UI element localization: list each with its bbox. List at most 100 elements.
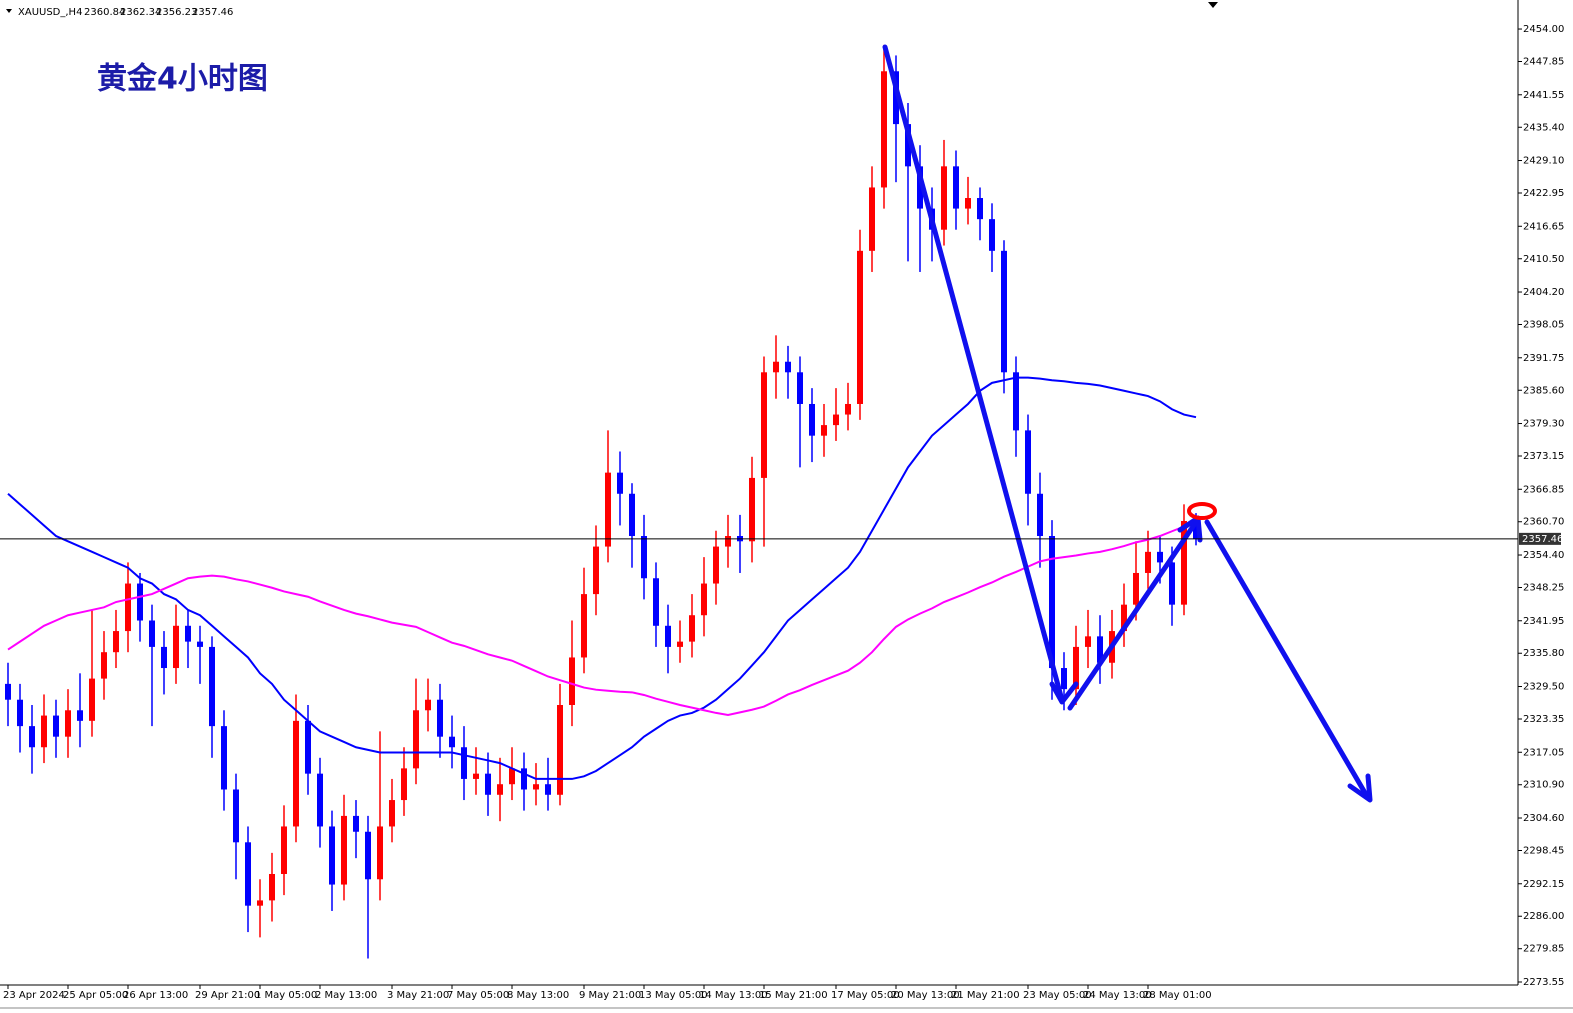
candle-body: [509, 768, 515, 785]
candle-body: [353, 815, 359, 832]
header-low: 2356.23: [156, 7, 197, 18]
candle-body: [989, 219, 995, 251]
candle-body: [17, 699, 23, 727]
candle-body: [461, 747, 467, 779]
x-tick-label: 7 May 05:00: [447, 990, 509, 1001]
candle-body: [593, 546, 599, 595]
x-tick-label: 8 May 13:00: [507, 990, 569, 1001]
candle-body: [233, 789, 239, 843]
candle-body: [341, 815, 347, 885]
y-tick-label: 2447.85: [1523, 57, 1564, 68]
y-tick-label: 2360.70: [1523, 517, 1564, 528]
candle-body: [1097, 636, 1103, 663]
candle-body: [701, 583, 707, 616]
candle-body: [617, 472, 623, 494]
candle-body: [857, 250, 863, 404]
y-tick-label: 2435.40: [1523, 122, 1564, 133]
y-tick-label: 2292.15: [1523, 879, 1564, 890]
candle-body: [1037, 493, 1043, 537]
candle-body: [809, 403, 815, 436]
y-tick-label: 2422.95: [1523, 188, 1564, 199]
candle-body: [89, 678, 95, 721]
candle-body: [977, 198, 983, 220]
arrowhead-1: [1049, 681, 1079, 705]
candle-body: [965, 198, 971, 209]
current-price-label: 2357.46: [1522, 534, 1563, 545]
candle-body: [905, 124, 911, 167]
x-tick-label: 15 May 21:00: [759, 990, 828, 1001]
y-tick-label: 2298.45: [1523, 845, 1564, 856]
arrow-down-1: [882, 44, 1065, 703]
candle-body: [41, 715, 47, 748]
candle-body: [1157, 551, 1163, 563]
x-tick-label: 20 May 13:00: [891, 990, 960, 1001]
moving-average: [7, 376, 1197, 780]
candle-body: [1073, 646, 1079, 690]
candle-body: [725, 536, 731, 547]
candle-body: [209, 646, 215, 727]
x-tick-label: 24 May 13:00: [1083, 990, 1152, 1001]
candle-body: [5, 683, 11, 700]
candle-body: [653, 578, 659, 626]
y-tick-label: 2279.85: [1523, 944, 1564, 955]
x-tick-label: 3 May 21:00: [387, 990, 449, 1001]
x-tick-label: 25 Apr 05:00: [63, 990, 128, 1001]
candle-body: [173, 625, 179, 669]
candle-body: [665, 625, 671, 647]
candle-body: [401, 768, 407, 801]
candle-body: [365, 831, 371, 880]
y-tick-label: 2354.40: [1523, 550, 1564, 561]
candle-body: [197, 641, 203, 647]
candle-body: [761, 372, 767, 478]
x-tick-label: 26 Apr 13:00: [123, 990, 188, 1001]
candle-body: [1145, 551, 1151, 573]
y-tick-label: 2273.55: [1523, 977, 1564, 988]
candle-body: [425, 699, 431, 711]
candle-body: [749, 477, 755, 542]
y-tick-label: 2391.75: [1523, 353, 1564, 364]
current-price-box: [1519, 532, 1561, 545]
symbol: XAUUSD_,H4: [18, 7, 82, 18]
x-tick-label: 29 Apr 21:00: [195, 990, 260, 1001]
candle-body: [305, 720, 311, 774]
candle-body: [557, 705, 563, 795]
candle-body: [713, 546, 719, 584]
candle-body: [185, 625, 191, 642]
candle-body: [113, 631, 119, 653]
candle-body: [641, 536, 647, 579]
y-tick-label: 2379.30: [1523, 419, 1564, 430]
candle-body: [269, 873, 275, 901]
x-tick-label: 2 May 13:00: [315, 990, 377, 1001]
candle-body: [1001, 250, 1007, 373]
candle-body: [1085, 636, 1091, 647]
header-high: 2362.34: [120, 7, 161, 18]
candle-body: [569, 657, 575, 705]
candle-body: [773, 361, 779, 373]
candle-body: [893, 71, 899, 125]
candle-body: [77, 710, 83, 721]
x-tick-label: 23 May 05:00: [1023, 990, 1092, 1001]
candle-body: [545, 784, 551, 795]
arrow-down-2: [1204, 519, 1371, 801]
arrow-up: [1067, 519, 1199, 711]
candle-body: [629, 493, 635, 537]
x-tick-label: 28 May 01:00: [1143, 990, 1212, 1001]
candle-body: [437, 699, 443, 737]
y-tick-label: 2335.80: [1523, 648, 1564, 659]
header-open: 2360.84: [84, 7, 125, 18]
y-tick-label: 2398.05: [1523, 320, 1564, 331]
candle-body: [29, 726, 35, 748]
y-tick-label: 2410.50: [1523, 254, 1564, 265]
candle-body: [845, 403, 851, 415]
x-tick-label: 13 May 05:00: [639, 990, 708, 1001]
candle-body: [821, 425, 827, 436]
target-circle: [1187, 502, 1217, 520]
header-marker: [6, 9, 12, 13]
candle-body: [605, 472, 611, 547]
candle-body: [1181, 521, 1187, 605]
shift-marker: [1208, 2, 1218, 8]
candle-body: [53, 715, 59, 737]
y-tick-label: 2416.65: [1523, 221, 1564, 232]
